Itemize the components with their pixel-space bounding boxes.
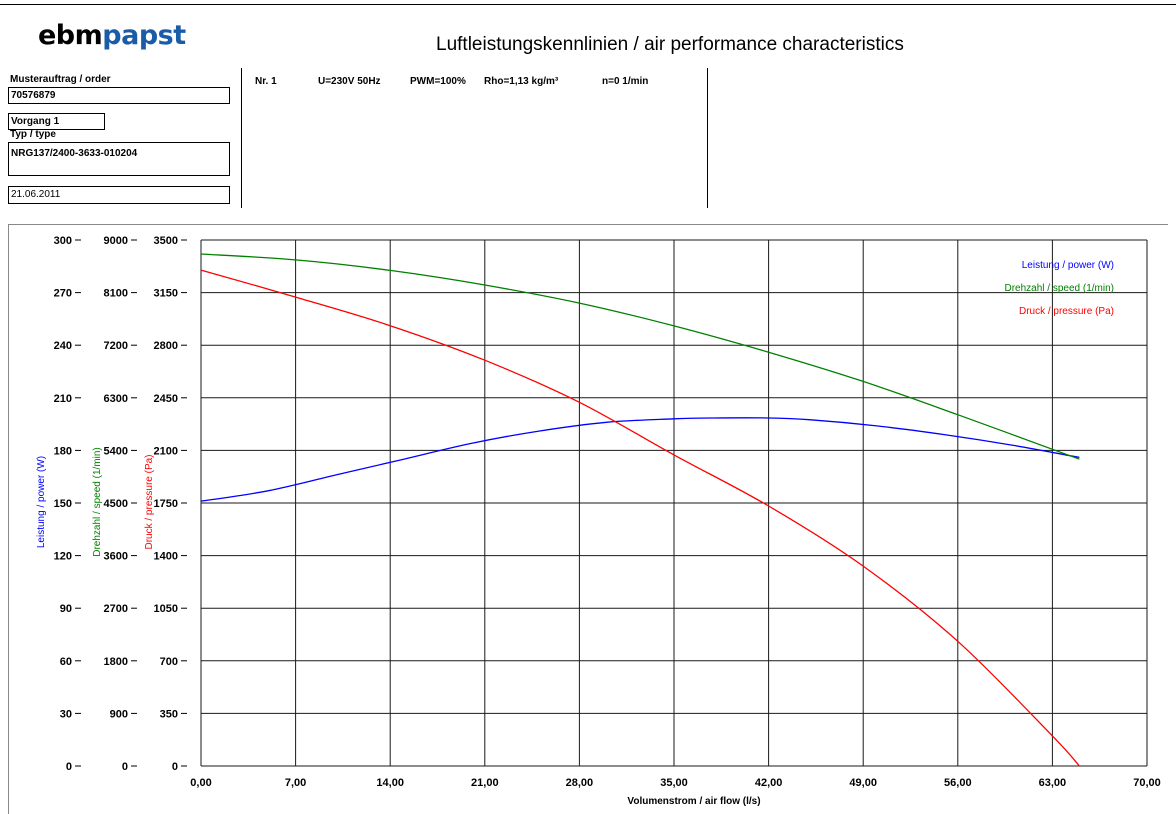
series-line <box>200 269 1080 767</box>
y-tick-label: 240 <box>54 340 72 352</box>
x-tick-label: 7,00 <box>285 777 306 789</box>
y-tick-label: 6300 <box>104 393 128 405</box>
x-tick-label: 21,00 <box>471 777 499 789</box>
legend: Leistung / power (W) Drehzahl / speed (1/… <box>1005 260 1115 317</box>
series <box>200 253 1080 767</box>
x-tick-label: 28,00 <box>566 777 594 789</box>
process-field: Vorgang 1 <box>8 113 105 130</box>
legend-entry: Leistung / power (W) <box>1022 260 1114 271</box>
y-tick-label: 3600 <box>104 551 128 563</box>
measurement-voltage: U=230V 50Hz <box>318 76 381 87</box>
series-line <box>200 253 1080 460</box>
x-axis-title: Volumenstrom / air flow (l/s) <box>627 796 760 807</box>
x-tick-label: 70,00 <box>1133 777 1161 789</box>
y-axis-title: Druck / pressure (Pa) <box>144 454 155 549</box>
y-tick-label: 30 <box>60 708 72 720</box>
order-field: 70576879 <box>8 87 230 104</box>
y-tick-label: 150 <box>54 498 72 510</box>
y-tick-label: 270 <box>54 288 72 300</box>
type-field: NRG137/2400-3633-010204 <box>8 142 230 176</box>
measurement-rho: Rho=1,13 kg/m³ <box>484 76 559 87</box>
y-tick-label: 2100 <box>154 445 178 457</box>
axis-titles: Leistung / power (W) Drehzahl / speed (1/… <box>36 447 155 557</box>
y-tick-label: 0 <box>122 761 128 773</box>
x-tick-label: 0,00 <box>190 777 211 789</box>
y-tick-label: 7200 <box>104 340 128 352</box>
y-tick-label: 300 <box>54 235 72 247</box>
y-axis-title: Drehzahl / speed (1/min) <box>92 447 103 557</box>
y-tick-label: 60 <box>60 656 72 668</box>
y-tick-label: 1800 <box>104 656 128 668</box>
y-tick-label: 0 <box>172 761 178 773</box>
y-tick-label: 9000 <box>104 235 128 247</box>
y-tick-label: 1750 <box>154 498 178 510</box>
y-tick-label: 180 <box>54 445 72 457</box>
y-tick-label: 2800 <box>154 340 178 352</box>
logo-part-papst: papst <box>102 20 186 51</box>
plot-frame <box>8 224 1168 814</box>
y-tick-label: 3500 <box>154 235 178 247</box>
x-tick-label: 49,00 <box>849 777 877 789</box>
y-tick-label: 90 <box>60 603 72 615</box>
x-tick-label: 14,00 <box>376 777 404 789</box>
y-tick-label: 700 <box>160 656 178 668</box>
logo-part-ebm: ebm <box>38 20 103 51</box>
x-tick-label: 56,00 <box>944 777 972 789</box>
y-tick-label: 120 <box>54 551 72 563</box>
legend-entry: Druck / pressure (Pa) <box>1019 306 1114 317</box>
date-field: 21.06.2011 <box>8 186 230 204</box>
y-tick-label: 1400 <box>154 551 178 563</box>
legend-entry: Drehzahl / speed (1/min) <box>1005 283 1115 294</box>
x-tick-label: 42,00 <box>755 777 783 789</box>
y-tick-label: 350 <box>160 708 178 720</box>
y-axis-title: Leistung / power (W) <box>36 456 47 548</box>
measurement-nr: Nr. 1 <box>255 76 277 87</box>
y-tick-label: 900 <box>110 708 128 720</box>
header-divider-left <box>241 68 242 208</box>
y-tick-label: 1050 <box>154 603 178 615</box>
page-title: Luftleistungskennlinien / air performanc… <box>436 34 904 55</box>
top-rule <box>0 4 1176 5</box>
order-label: Musterauftrag / order <box>10 74 111 85</box>
header-divider-right <box>707 68 708 208</box>
y-tick-label: 0 <box>66 761 72 773</box>
y-tick-label: 8100 <box>104 288 128 300</box>
x-tick-label: 35,00 <box>660 777 688 789</box>
series-line <box>200 417 1080 502</box>
y-tick-label: 4500 <box>104 498 128 510</box>
axes: 0,00 7,00 14,00 21,00 28,00 35,00 42,00 49,00 56… <box>54 235 1161 807</box>
measurement-speed-n: n=0 1/min <box>602 76 649 87</box>
y-tick-label: 2450 <box>154 393 178 405</box>
y-tick-label: 210 <box>54 393 72 405</box>
y-tick-label: 2700 <box>104 603 128 615</box>
y-tick-label: 5400 <box>104 445 128 457</box>
grid <box>200 239 1148 767</box>
ebmpapst-logo: ebmpapst <box>38 20 186 51</box>
x-tick-label: 63,00 <box>1039 777 1067 789</box>
measurement-pwm: PWM=100% <box>410 76 466 87</box>
type-label: Typ / type <box>10 129 56 140</box>
y-tick-label: 3150 <box>154 288 178 300</box>
